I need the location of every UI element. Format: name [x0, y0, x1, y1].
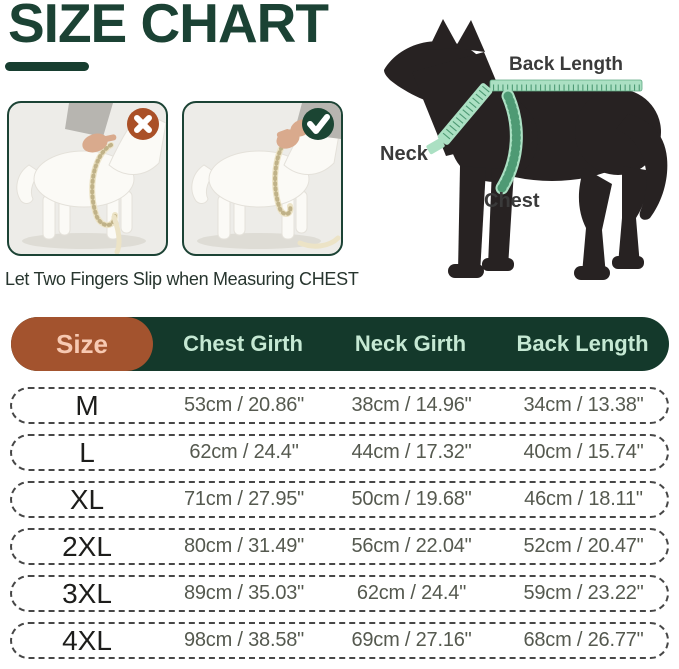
- incorrect-measuring-illustration: [16, 103, 166, 254]
- table-row-xl: XL 71cm / 27.95" 50cm / 19.68" 46cm / 18…: [10, 481, 669, 518]
- dog-silhouette: Back Length Neck Chest: [380, 19, 668, 280]
- title-underline: [5, 62, 89, 71]
- hand-holding-tape: [65, 103, 117, 153]
- snug-tape-icon: [272, 140, 341, 249]
- chest-girth-column-header: Chest Girth: [183, 331, 303, 356]
- table-header: Size Chest Girth Neck Girth Back Length: [11, 317, 669, 371]
- chest-tape-icon: [495, 89, 523, 195]
- incorrect-measuring-photo: [7, 101, 168, 256]
- dog-mannequin: [16, 110, 166, 240]
- neck-girth-column-header: Neck Girth: [354, 331, 467, 356]
- chest-cell: 98cm / 38.58": [183, 629, 305, 651]
- chest-cell: 80cm / 31.49": [183, 535, 305, 557]
- table-row-m: M 53cm / 20.86" 38cm / 14.96" 34cm / 13.…: [10, 387, 669, 424]
- back-ruler-icon: [489, 79, 643, 92]
- back-cell: 52cm / 20.47": [523, 535, 644, 557]
- size-cell: 4XL: [62, 624, 112, 656]
- x-icon: [134, 115, 152, 133]
- back-cell: 40cm / 15.74": [523, 441, 644, 463]
- neck-cell: 44cm / 17.32": [351, 441, 472, 463]
- back-cell: 68cm / 26.77": [523, 629, 644, 651]
- size-cell: L: [79, 436, 95, 468]
- chest-cell: 71cm / 27.95": [183, 488, 305, 510]
- neck-cell: 69cm / 27.16": [351, 629, 472, 651]
- correct-measuring-photo: [182, 101, 343, 256]
- guide-caption: Let Two Fingers Slip when Measuring CHES…: [5, 269, 359, 289]
- size-cell: 3XL: [62, 577, 112, 609]
- neck-cell: 50cm / 19.68": [351, 488, 472, 510]
- dog-measurement-diagram: Back Length Neck Chest: [372, 16, 672, 309]
- check-badge: [302, 108, 334, 140]
- chest-cell: 53cm / 20.86": [183, 394, 305, 416]
- table-row-l: L 62cm / 24.4" 44cm / 17.32" 40cm / 15.7…: [10, 434, 669, 471]
- neck-cell: 56cm / 22.04": [351, 535, 472, 557]
- back-cell: 34cm / 13.38": [523, 394, 644, 416]
- size-cell: M: [75, 389, 99, 421]
- back-cell: 59cm / 23.22": [523, 582, 644, 604]
- back-cell: 46cm / 18.11": [524, 488, 643, 510]
- neck-cell: 62cm / 24.4": [356, 582, 467, 604]
- back-length-column-header: Back Length: [516, 331, 649, 356]
- table-row-3xl: 3XL 89cm / 35.03" 62cm / 24.4" 59cm / 23…: [10, 575, 669, 612]
- loose-tape-icon: [89, 142, 122, 254]
- x-badge: [127, 108, 159, 140]
- size-cell: XL: [69, 483, 105, 515]
- chest-cell: 89cm / 35.03": [183, 582, 305, 604]
- chest-label: Chest: [484, 190, 540, 212]
- dog-body: [384, 19, 668, 280]
- chest-cell: 62cm / 24.4": [189, 441, 299, 463]
- check-icon: [307, 114, 330, 134]
- page-title: SIZE CHART: [8, 0, 329, 54]
- back-length-label: Back Length: [509, 54, 623, 75]
- correct-measuring-illustration: [191, 103, 341, 249]
- size-table: M 53cm / 20.86" 38cm / 14.96" 34cm / 13.…: [10, 387, 669, 669]
- measuring-guide: [7, 101, 343, 256]
- table-row-4xl: 4XL 98cm / 38.58" 69cm / 27.16" 68cm / 2…: [10, 622, 669, 659]
- neck-cell: 38cm / 14.96": [351, 394, 472, 416]
- size-column-header: Size: [11, 317, 153, 371]
- size-cell: 2XL: [62, 530, 112, 562]
- neck-tape-icon: [426, 83, 493, 155]
- table-row-2xl: 2XL 80cm / 31.49" 56cm / 22.04" 52cm / 2…: [10, 528, 669, 565]
- neck-label: Neck: [380, 143, 429, 165]
